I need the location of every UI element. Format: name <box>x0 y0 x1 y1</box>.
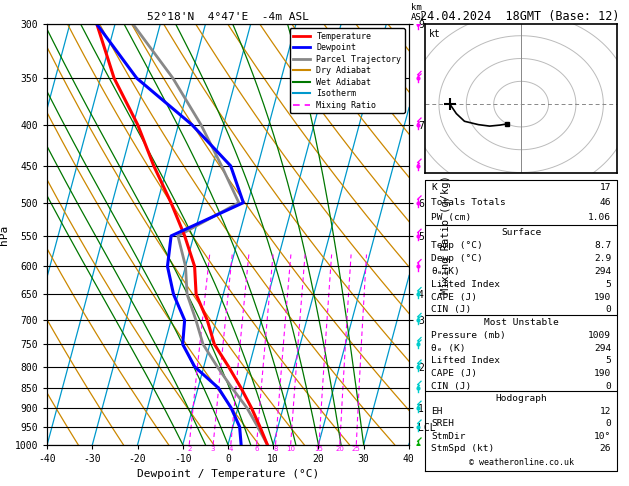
Text: 5: 5 <box>606 279 611 289</box>
Text: PW (cm): PW (cm) <box>431 213 471 222</box>
Text: CIN (J): CIN (J) <box>431 305 471 314</box>
Text: K: K <box>431 183 437 192</box>
Text: StmDir: StmDir <box>431 432 465 441</box>
Text: 20: 20 <box>335 446 344 452</box>
Text: 15: 15 <box>314 446 323 452</box>
Text: 46: 46 <box>600 198 611 207</box>
Text: 24.04.2024  18GMT (Base: 12): 24.04.2024 18GMT (Base: 12) <box>420 10 620 23</box>
Text: Most Unstable: Most Unstable <box>484 318 559 328</box>
Text: 4: 4 <box>228 446 233 452</box>
Text: 0: 0 <box>606 419 611 428</box>
Text: 5: 5 <box>606 356 611 365</box>
Text: SREH: SREH <box>431 419 454 428</box>
Text: 1009: 1009 <box>588 331 611 340</box>
Text: 1.06: 1.06 <box>588 213 611 222</box>
Text: 0: 0 <box>606 382 611 391</box>
Legend: Temperature, Dewpoint, Parcel Trajectory, Dry Adiabat, Wet Adiabat, Isotherm, Mi: Temperature, Dewpoint, Parcel Trajectory… <box>290 29 404 113</box>
Text: 190: 190 <box>594 369 611 378</box>
X-axis label: Dewpoint / Temperature (°C): Dewpoint / Temperature (°C) <box>137 469 319 479</box>
Text: Surface: Surface <box>501 228 541 237</box>
Text: Dewp (°C): Dewp (°C) <box>431 254 482 263</box>
Text: 25: 25 <box>352 446 360 452</box>
Text: 12: 12 <box>600 407 611 416</box>
Text: CIN (J): CIN (J) <box>431 382 471 391</box>
Text: Temp (°C): Temp (°C) <box>431 241 482 250</box>
Text: 2.9: 2.9 <box>594 254 611 263</box>
Text: θₑ(K): θₑ(K) <box>431 267 460 276</box>
Y-axis label: Mixing Ratio (g/kg): Mixing Ratio (g/kg) <box>441 175 451 294</box>
Text: 10°: 10° <box>594 432 611 441</box>
Text: 0: 0 <box>606 305 611 314</box>
Text: 294: 294 <box>594 344 611 353</box>
Title: 52°18'N  4°47'E  -4m ASL: 52°18'N 4°47'E -4m ASL <box>147 12 309 22</box>
Text: CAPE (J): CAPE (J) <box>431 293 477 301</box>
Text: 2: 2 <box>187 446 191 452</box>
Text: 3: 3 <box>211 446 215 452</box>
Text: 294: 294 <box>594 267 611 276</box>
Text: 10: 10 <box>286 446 295 452</box>
Text: 8.7: 8.7 <box>594 241 611 250</box>
Text: 190: 190 <box>594 293 611 301</box>
Text: Lifted Index: Lifted Index <box>431 356 500 365</box>
Text: CAPE (J): CAPE (J) <box>431 369 477 378</box>
Text: θₑ (K): θₑ (K) <box>431 344 465 353</box>
Text: 17: 17 <box>600 183 611 192</box>
Text: Pressure (mb): Pressure (mb) <box>431 331 506 340</box>
Text: 26: 26 <box>600 444 611 453</box>
Text: Lifted Index: Lifted Index <box>431 279 500 289</box>
Text: 6: 6 <box>254 446 259 452</box>
Text: Hodograph: Hodograph <box>495 394 547 403</box>
Text: © weatheronline.co.uk: © weatheronline.co.uk <box>469 458 574 467</box>
Text: Totals Totals: Totals Totals <box>431 198 506 207</box>
Text: StmSpd (kt): StmSpd (kt) <box>431 444 494 453</box>
Text: km
ASL: km ASL <box>411 3 427 22</box>
Text: 8: 8 <box>273 446 278 452</box>
Y-axis label: hPa: hPa <box>0 225 9 244</box>
Text: kt: kt <box>429 29 441 39</box>
Text: EH: EH <box>431 407 442 416</box>
